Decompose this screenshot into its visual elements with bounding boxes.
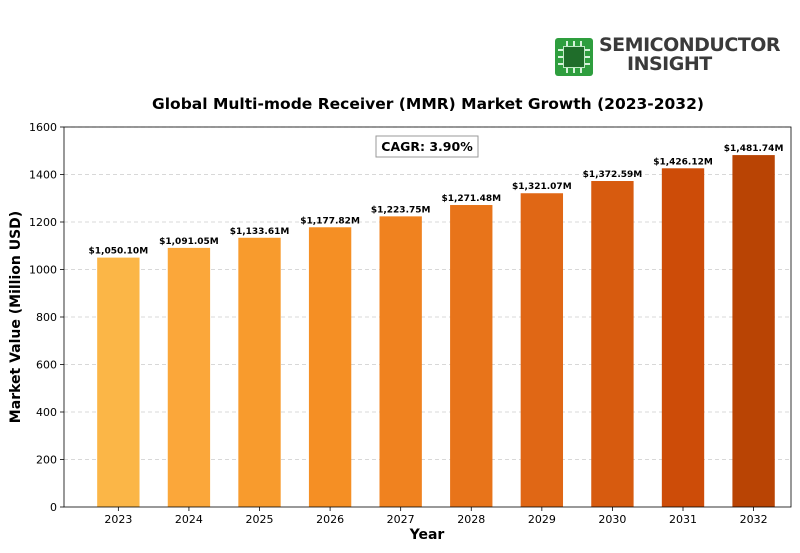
y-tick-label: 600 bbox=[36, 359, 57, 372]
y-tick-label: 1600 bbox=[29, 121, 57, 134]
bar-2028 bbox=[450, 205, 493, 507]
bar-value-label: $1,177.82M bbox=[300, 216, 360, 226]
x-tick-label: 2025 bbox=[246, 513, 274, 526]
bars bbox=[97, 155, 775, 508]
x-tick-label: 2024 bbox=[175, 513, 203, 526]
bar-value-label: $1,223.75M bbox=[371, 205, 431, 215]
x-tick-label: 2026 bbox=[316, 513, 344, 526]
x-tick-label: 2029 bbox=[528, 513, 556, 526]
bar-2025 bbox=[238, 237, 281, 507]
y-tick-label: 200 bbox=[36, 454, 57, 467]
y-tick-label: 1000 bbox=[29, 264, 57, 277]
x-tick-label: 2032 bbox=[740, 513, 768, 526]
cagr-box bbox=[375, 135, 479, 158]
bar-value-label: $1,133.61M bbox=[230, 227, 290, 237]
x-tick-label: 2023 bbox=[104, 513, 132, 526]
y-tick-label: 0 bbox=[50, 501, 57, 514]
y-axis-ticks: 0 200 400 600 800 1000 1200 1400 1600 bbox=[29, 121, 64, 514]
bar-value-label: $1,091.05M bbox=[159, 237, 219, 247]
x-axis-ticks: 2023 2024 2025 2026 2027 2028 2029 2030 2031 2032 bbox=[104, 507, 768, 526]
bar-2023 bbox=[97, 257, 140, 507]
x-tick-label: 2031 bbox=[669, 513, 697, 526]
bar-2024 bbox=[167, 247, 211, 508]
plot-frame bbox=[63, 126, 792, 508]
bar-2029 bbox=[520, 193, 564, 507]
chip-icon bbox=[555, 38, 593, 76]
y-tick-label: 1200 bbox=[29, 216, 57, 229]
bar-value-label: $1,372.59M bbox=[583, 170, 643, 180]
bar-2026 bbox=[308, 227, 352, 507]
semiconductor-insight-logo: SEMICONDUCTOR INSIGHT bbox=[555, 36, 781, 78]
logo-line-1: SEMICONDUCTOR bbox=[599, 34, 781, 56]
bar-2027 bbox=[379, 216, 422, 507]
cagr-annotation: CAGR: 3.90% bbox=[375, 135, 479, 158]
bar-value-label: $1,271.48M bbox=[441, 194, 501, 204]
y-tick-label: 400 bbox=[36, 406, 57, 419]
x-axis-label: Year bbox=[409, 527, 445, 543]
chart-title: Global Multi-mode Receiver (MMR) Market … bbox=[152, 95, 704, 113]
x-tick-label: 2028 bbox=[457, 513, 485, 526]
x-tick-label: 2030 bbox=[598, 513, 626, 526]
bar-2032 bbox=[732, 155, 775, 508]
y-tick-label: 1400 bbox=[29, 169, 57, 182]
bar-value-label: $1,481.74M bbox=[724, 144, 784, 154]
logo-line-2: INSIGHT bbox=[627, 53, 712, 75]
cagr-label: CAGR: 3.90% bbox=[381, 139, 473, 154]
x-tick-label: 2027 bbox=[387, 513, 415, 526]
y-tick-label: 800 bbox=[36, 311, 57, 324]
bar-value-label: $1,050.10M bbox=[89, 247, 149, 257]
bar-value-label: $1,321.07M bbox=[512, 182, 572, 192]
bar-2031 bbox=[661, 168, 705, 507]
bar-data-labels: $1,050.10M $1,091.05M $1,133.61M $1,177.82M… bbox=[89, 144, 784, 257]
bar-value-label: $1,426.12M bbox=[653, 157, 713, 167]
bar-2030 bbox=[591, 181, 634, 507]
y-axis-label: Market Value (Million USD) bbox=[8, 211, 24, 423]
